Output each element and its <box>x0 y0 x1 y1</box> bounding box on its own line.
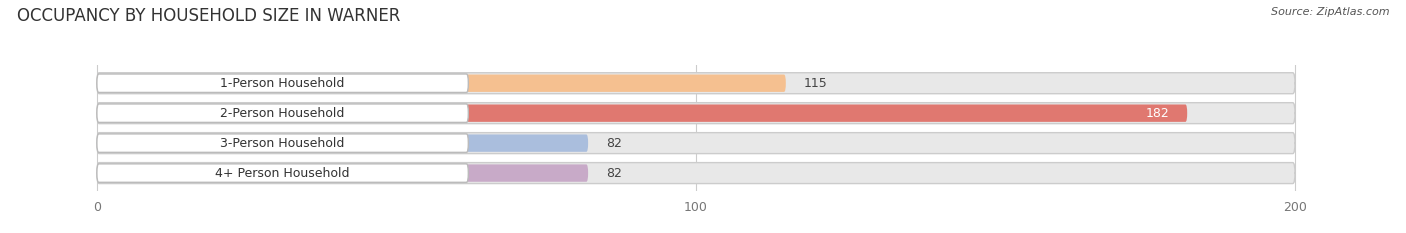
Text: OCCUPANCY BY HOUSEHOLD SIZE IN WARNER: OCCUPANCY BY HOUSEHOLD SIZE IN WARNER <box>17 7 401 25</box>
Text: 1-Person Household: 1-Person Household <box>221 77 344 90</box>
Text: 115: 115 <box>804 77 828 90</box>
FancyBboxPatch shape <box>97 163 1295 184</box>
FancyBboxPatch shape <box>97 103 1295 124</box>
Text: 4+ Person Household: 4+ Person Household <box>215 167 350 180</box>
Text: 82: 82 <box>606 137 621 150</box>
Text: 82: 82 <box>606 167 621 180</box>
FancyBboxPatch shape <box>97 134 588 152</box>
FancyBboxPatch shape <box>97 164 468 182</box>
FancyBboxPatch shape <box>97 75 786 92</box>
Text: 2-Person Household: 2-Person Household <box>221 107 344 120</box>
FancyBboxPatch shape <box>97 104 468 122</box>
Text: 182: 182 <box>1146 107 1170 120</box>
FancyBboxPatch shape <box>97 73 1295 94</box>
FancyBboxPatch shape <box>97 133 1295 154</box>
FancyBboxPatch shape <box>97 74 468 93</box>
Text: Source: ZipAtlas.com: Source: ZipAtlas.com <box>1271 7 1389 17</box>
FancyBboxPatch shape <box>97 104 1187 122</box>
FancyBboxPatch shape <box>97 134 468 152</box>
FancyBboxPatch shape <box>97 164 588 182</box>
Text: 3-Person Household: 3-Person Household <box>221 137 344 150</box>
